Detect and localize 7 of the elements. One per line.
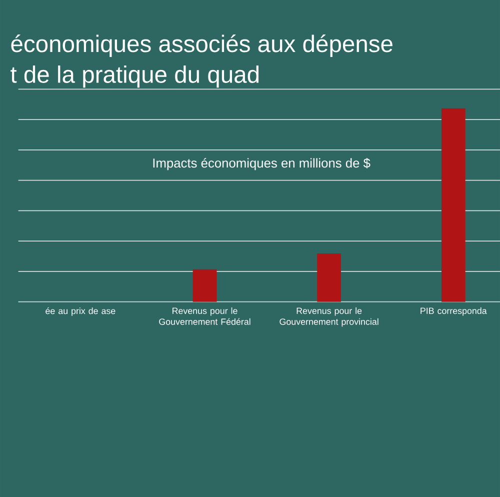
chart-title: économiques associés aux dépense: [11, 34, 392, 57]
x-tick-label: Revenus pour le Gouvernement provincial: [280, 307, 378, 327]
x-tick-label: PIB corresponda: [420, 307, 487, 316]
chart-subtitle: t de la pratique du quad: [10, 65, 259, 88]
x-tick-label: Revenus pour le Gouvernement Fédéral: [159, 307, 250, 325]
annotation: Impacts économiques en millions de $: [153, 158, 370, 170]
x-tick-label: ée au prix de ase: [46, 307, 116, 316]
